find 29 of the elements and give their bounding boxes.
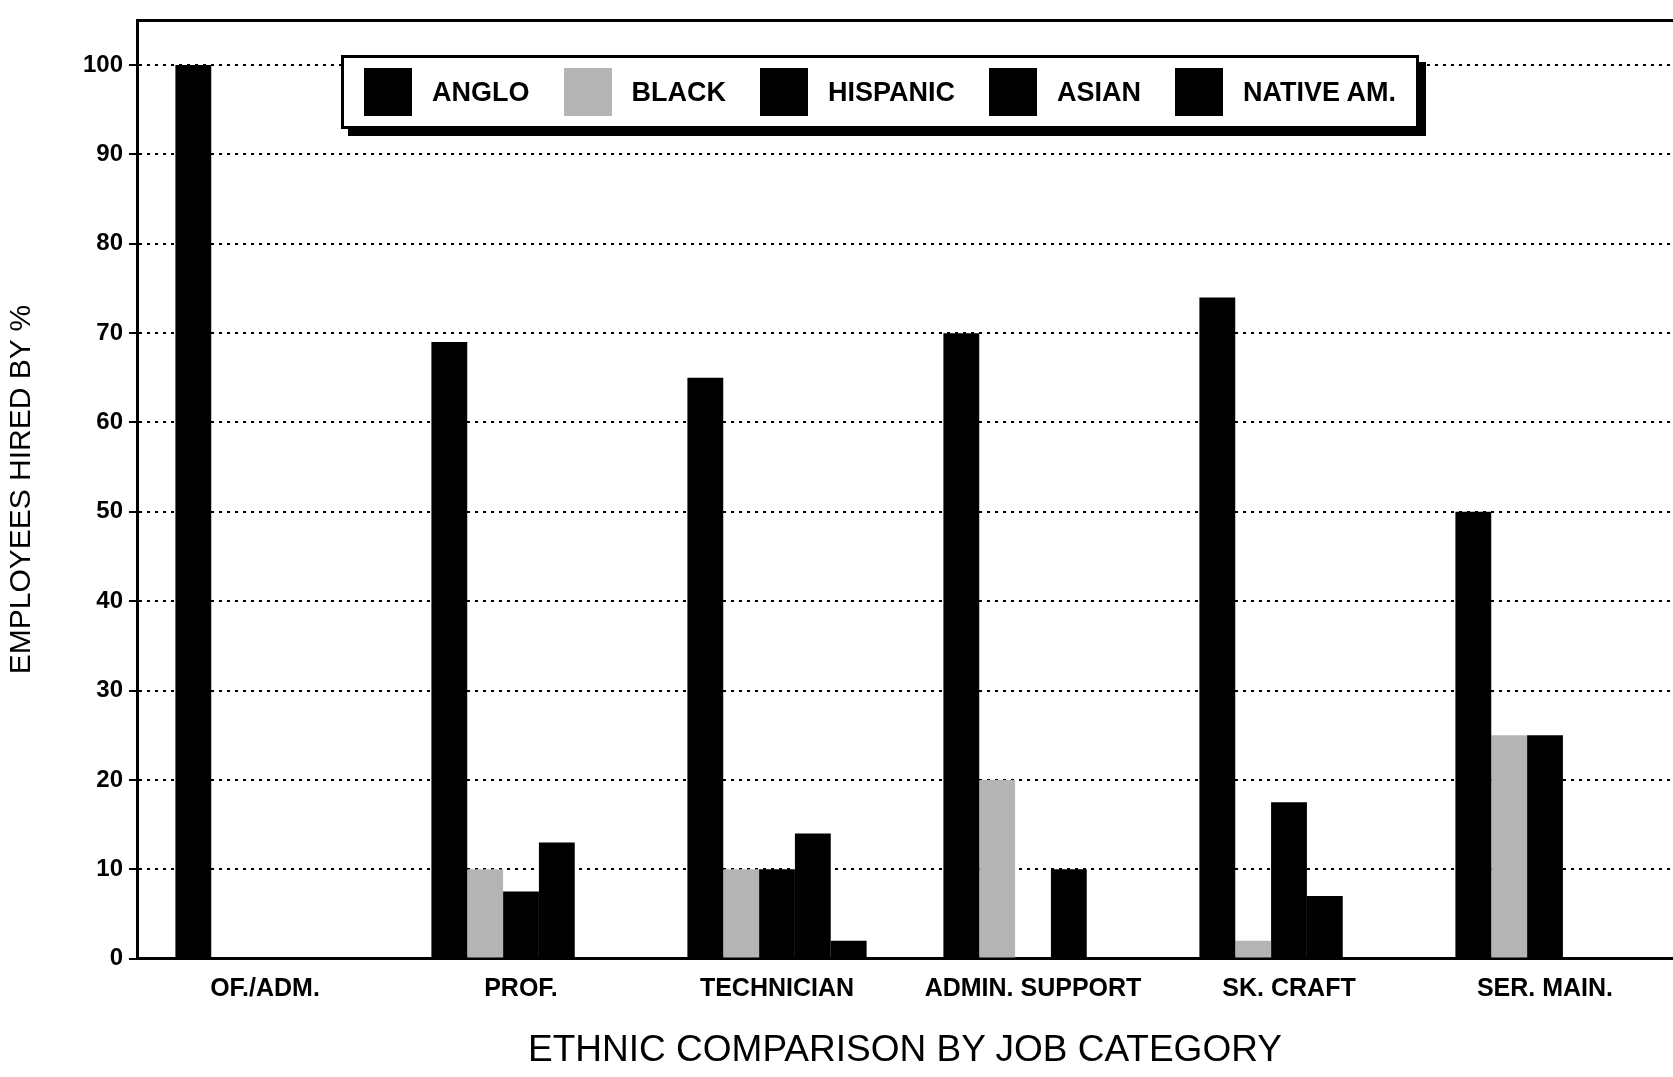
y-tick-label: 90 bbox=[96, 139, 123, 167]
y-tick-label: 20 bbox=[96, 764, 123, 792]
y-tick-label: 50 bbox=[96, 496, 123, 524]
legend-label: BLACK bbox=[631, 76, 726, 108]
x-tick-label: SER. MAIN. bbox=[1476, 973, 1614, 1002]
x-tick-label: TECHNICIAN bbox=[699, 973, 855, 1002]
y-axis-title: EMPLOYEES HIRED BY % bbox=[3, 304, 37, 675]
x-axis-title: ETHNIC COMPARISON BY JOB CATEGORY bbox=[528, 1028, 1282, 1069]
y-tick-label: 0 bbox=[109, 943, 123, 971]
y-tick-label: 10 bbox=[96, 853, 123, 881]
y-tick-label: 60 bbox=[96, 407, 123, 435]
bar bbox=[723, 869, 760, 958]
y-tick-label: 30 bbox=[96, 675, 123, 703]
y-tick-label: 70 bbox=[96, 317, 123, 345]
legend-label: ASIAN bbox=[1057, 76, 1142, 108]
x-tick-label: SK. CRAFT bbox=[1222, 973, 1356, 1002]
x-tick-label: ADMIN. SUPPORT bbox=[924, 973, 1142, 1002]
legend-label: ANGLO bbox=[432, 76, 530, 108]
bar bbox=[979, 779, 1016, 958]
legend-label: HISPANIC bbox=[828, 76, 956, 108]
y-tick-label: 100 bbox=[82, 49, 123, 77]
y-tick-label: 40 bbox=[96, 585, 123, 613]
x-tick-label: PROF. bbox=[484, 973, 558, 1002]
bar bbox=[1235, 940, 1272, 958]
bar bbox=[467, 869, 504, 958]
bar bbox=[1491, 735, 1528, 958]
y-tick-label: 80 bbox=[96, 228, 123, 256]
legend-label: NATIVE AM. bbox=[1243, 76, 1397, 108]
x-tick-label: OF./ADM. bbox=[210, 973, 320, 1002]
